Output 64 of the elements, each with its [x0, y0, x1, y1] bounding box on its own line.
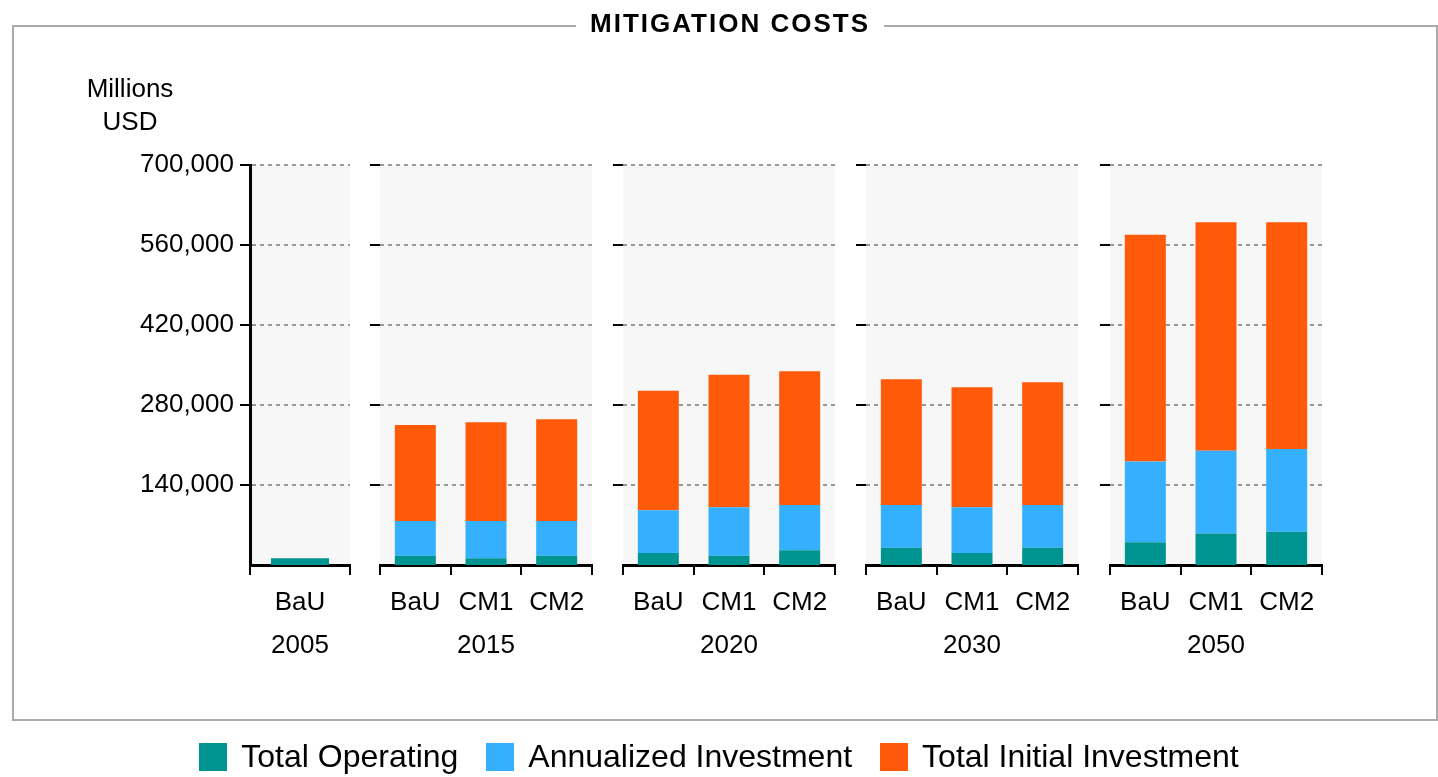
- x-axis-title: 2050: [1187, 628, 1245, 659]
- bar: [708, 374, 750, 508]
- y-tick-label: 420,000: [140, 308, 234, 339]
- x-tick-label: BaU: [390, 585, 441, 616]
- x-tick-label: CM2: [529, 585, 585, 616]
- bar: [1195, 533, 1237, 565]
- bar: [536, 419, 578, 521]
- bar: [708, 507, 750, 556]
- bar: [880, 505, 922, 548]
- bar: [1124, 542, 1166, 565]
- bar: [1124, 461, 1166, 543]
- x-tick-label: CM1: [458, 585, 514, 616]
- chart-title: MITIGATION COSTS: [576, 8, 884, 38]
- bar: [1266, 449, 1308, 532]
- bar: [1022, 505, 1064, 548]
- bar: [1195, 222, 1237, 451]
- x-tick-label: CM2: [1259, 585, 1315, 616]
- x-tick-label: BaU: [1120, 585, 1171, 616]
- legend-label: Annualized Investment: [528, 738, 853, 775]
- y-tick-label: 140,000: [140, 468, 234, 499]
- bar: [1022, 547, 1064, 565]
- bar: [536, 555, 578, 565]
- bar: [951, 507, 993, 553]
- bar: [708, 555, 750, 565]
- bar: [1266, 531, 1308, 565]
- bar: [465, 422, 507, 521]
- x-axis-title: 2005: [271, 628, 329, 659]
- x-axis-title: 2020: [700, 628, 758, 659]
- bar: [951, 553, 993, 565]
- bar: [1266, 222, 1308, 449]
- bar: [779, 550, 821, 565]
- bar: [1022, 382, 1064, 505]
- bar: [1195, 450, 1237, 534]
- x-tick-label: CM2: [772, 585, 828, 616]
- x-tick-label: CM1: [1188, 585, 1244, 616]
- x-tick-label: BaU: [274, 585, 326, 616]
- x-tick-label: BaU: [633, 585, 684, 616]
- y-tick-label: 700,000: [140, 148, 234, 179]
- bar: [880, 547, 922, 565]
- legend-label: Total Initial Investment: [922, 738, 1239, 775]
- bar: [637, 553, 679, 565]
- bar: [394, 425, 436, 521]
- y-axis-title: Millions USD: [85, 72, 175, 138]
- bar: [465, 521, 507, 559]
- bar: [394, 521, 436, 556]
- y-tick-label: 280,000: [140, 388, 234, 419]
- x-axis-title: 2030: [943, 628, 1001, 659]
- bar: [637, 510, 679, 553]
- x-tick-label: BaU: [876, 585, 927, 616]
- y-tick-label: 560,000: [140, 228, 234, 259]
- bar: [880, 379, 922, 505]
- bar: [951, 387, 993, 508]
- bar: [536, 521, 578, 556]
- bar: [394, 555, 436, 565]
- legend-label: Total Operating: [241, 738, 459, 775]
- bar: [1124, 234, 1166, 462]
- x-axis-title: 2015: [457, 628, 515, 659]
- x-tick-label: CM1: [701, 585, 757, 616]
- x-tick-label: CM2: [1015, 585, 1071, 616]
- bar: [779, 371, 821, 505]
- bar: [637, 390, 679, 511]
- bar: [465, 558, 507, 565]
- x-tick-label: CM1: [944, 585, 1000, 616]
- bar: [779, 505, 821, 551]
